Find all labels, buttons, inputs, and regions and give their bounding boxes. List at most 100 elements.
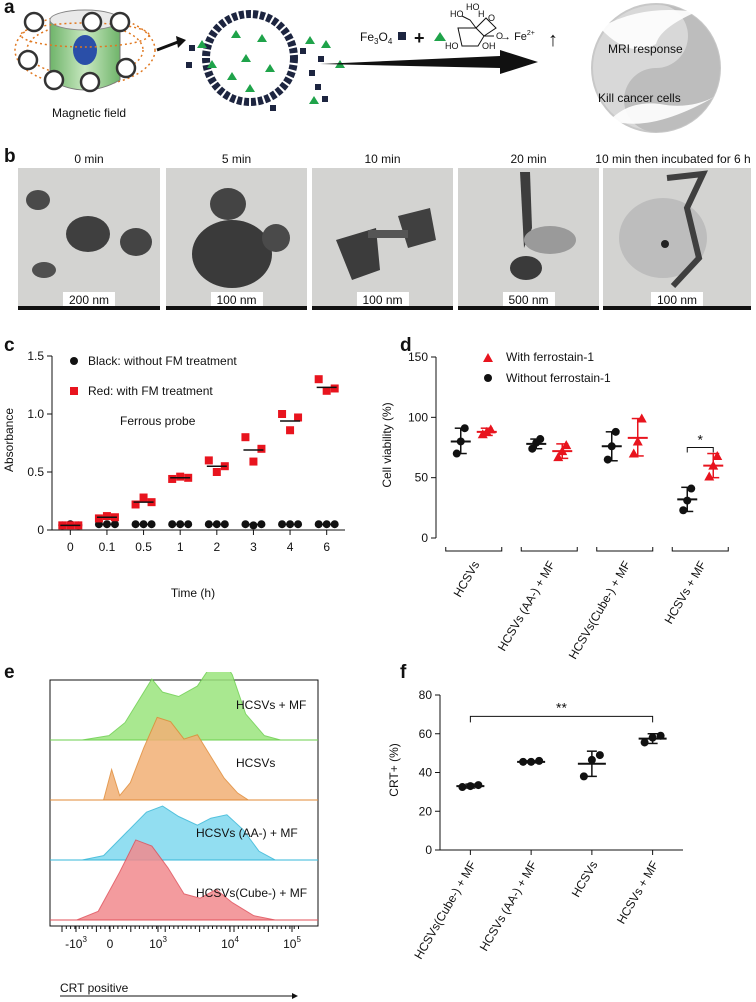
yin-yang-icon <box>591 3 721 133</box>
reagent-fe3o4: Fe3O4 <box>360 30 393 46</box>
panel-a-schematic: Magnetic field Fe3O4 + HO HO H O O HO <box>14 2 721 133</box>
chart-d-cell-viability: 0 50 100 150 HCSVs HCSVs (AA-) + MF HCSVs(Cube… <box>380 350 729 662</box>
data-point <box>648 733 657 742</box>
legend-marker-red <box>70 387 78 395</box>
svg-text:O: O <box>488 13 495 23</box>
data-point <box>249 457 258 466</box>
legend-marker-circle <box>484 374 492 382</box>
data-point <box>528 444 537 453</box>
fe3o4-square-icon <box>398 32 406 40</box>
x-tick-label: HCSVs (AA-) + MF <box>477 859 540 954</box>
data-point <box>628 448 639 458</box>
x-arrowhead-icon <box>292 993 298 999</box>
tem-image-10min: 100 nm <box>312 168 453 310</box>
data-point <box>456 437 465 446</box>
y-tick-label: 50 <box>415 471 429 485</box>
legend-marker-black <box>70 357 78 365</box>
histogram-trace <box>50 839 318 921</box>
svg-text:O: O <box>496 31 503 41</box>
x-tick-label: 1 <box>177 540 184 554</box>
data-point <box>212 468 221 476</box>
x-tick-label: 4 <box>287 540 294 554</box>
data-point <box>452 449 461 458</box>
data-point <box>535 756 544 765</box>
data-point <box>131 500 140 509</box>
data-point <box>278 410 287 418</box>
histogram-label: HCSVs + MF <box>236 698 306 712</box>
data-point <box>94 514 103 523</box>
data-point <box>257 444 266 453</box>
ascorbic-acid-molecule: HO HO H O O HO OH <box>445 2 503 51</box>
tem-title: 10 min then incubated for 6 h <box>595 152 751 166</box>
y-tick-label: 0 <box>421 531 428 545</box>
data-point <box>532 438 541 447</box>
mri-response-label: MRI response <box>608 42 683 56</box>
histogram-label: HCSVs (AA-) + MF <box>196 826 298 840</box>
data-point <box>603 455 612 464</box>
tem-image-0min: 200 nm <box>18 168 160 310</box>
up-arrow-icon: ↑ <box>548 29 558 51</box>
magnetic-field-label: Magnetic field <box>52 106 126 120</box>
y-tick-label: 80 <box>419 688 433 702</box>
tem-image-5min: 100 nm <box>166 168 307 310</box>
tem-image-20min: 500 nm <box>458 168 599 310</box>
x-tick-label: 3 <box>250 540 257 554</box>
data-point <box>519 757 528 766</box>
group-bracket <box>520 547 578 552</box>
data-point <box>102 512 111 521</box>
tem-title: 0 min <box>74 152 104 166</box>
chart-c-legend-red: Red: with FM treatment <box>88 384 213 398</box>
data-point <box>176 472 185 481</box>
y-tick-label: 150 <box>408 350 428 364</box>
y-tick-label: 1.0 <box>27 407 44 421</box>
y-tick-label: 0 <box>37 523 44 537</box>
data-point <box>683 496 692 505</box>
data-point <box>294 413 303 422</box>
x-tick-label: 104 <box>221 935 239 951</box>
data-point <box>553 452 564 462</box>
data-point <box>561 440 572 450</box>
chart-c-ylabel: Absorbance <box>2 408 16 472</box>
data-point <box>477 429 488 439</box>
data-point <box>611 427 620 436</box>
x-tick-label: 6 <box>323 540 330 554</box>
significance-bracket <box>469 715 654 723</box>
significance-label: ** <box>556 699 567 715</box>
data-point <box>139 493 148 502</box>
data-point <box>632 436 643 446</box>
tem-particles <box>192 188 290 288</box>
svg-text:HO: HO <box>466 2 480 12</box>
y-tick-label: 1.5 <box>27 349 44 363</box>
histogram-frame <box>49 679 319 927</box>
panel-label-f: f <box>400 662 407 683</box>
y-tick-label: 20 <box>419 804 433 818</box>
tem-particles <box>26 190 152 278</box>
svg-text:HO: HO <box>450 9 464 19</box>
tem-particles <box>336 208 436 280</box>
chart-f-ylabel: CRT+ (%) <box>387 743 401 796</box>
magnetic-field-device <box>14 9 156 93</box>
data-point <box>640 738 649 747</box>
y-tick-label: 100 <box>408 410 428 424</box>
x-tick-label: HCSVs <box>569 859 601 900</box>
data-point <box>249 521 258 530</box>
data-point <box>322 386 331 395</box>
chart-d-legend-without: Without ferrostain-1 <box>506 371 611 385</box>
x-tick-label: HCSVs (AA-) + MF <box>495 559 558 654</box>
data-point <box>286 426 295 435</box>
arrow-icon <box>156 40 179 52</box>
group-bracket <box>445 547 503 552</box>
data-point <box>204 456 213 465</box>
svg-text:HO: HO <box>445 41 459 51</box>
legend-marker-triangle <box>483 353 493 362</box>
chart-c-annotation: Ferrous probe <box>120 414 196 428</box>
histogram-trace <box>50 672 318 741</box>
x-tick-label: -103 <box>65 935 87 951</box>
chart-e-xlabel: CRT positive <box>60 981 129 995</box>
chart-c-legend-black: Black: without FM treatment <box>88 354 237 368</box>
tem-title: 20 min <box>510 152 547 166</box>
data-point <box>474 781 483 790</box>
scale-bar-label: 100 nm <box>650 292 704 308</box>
y-tick-label: 60 <box>419 727 433 741</box>
